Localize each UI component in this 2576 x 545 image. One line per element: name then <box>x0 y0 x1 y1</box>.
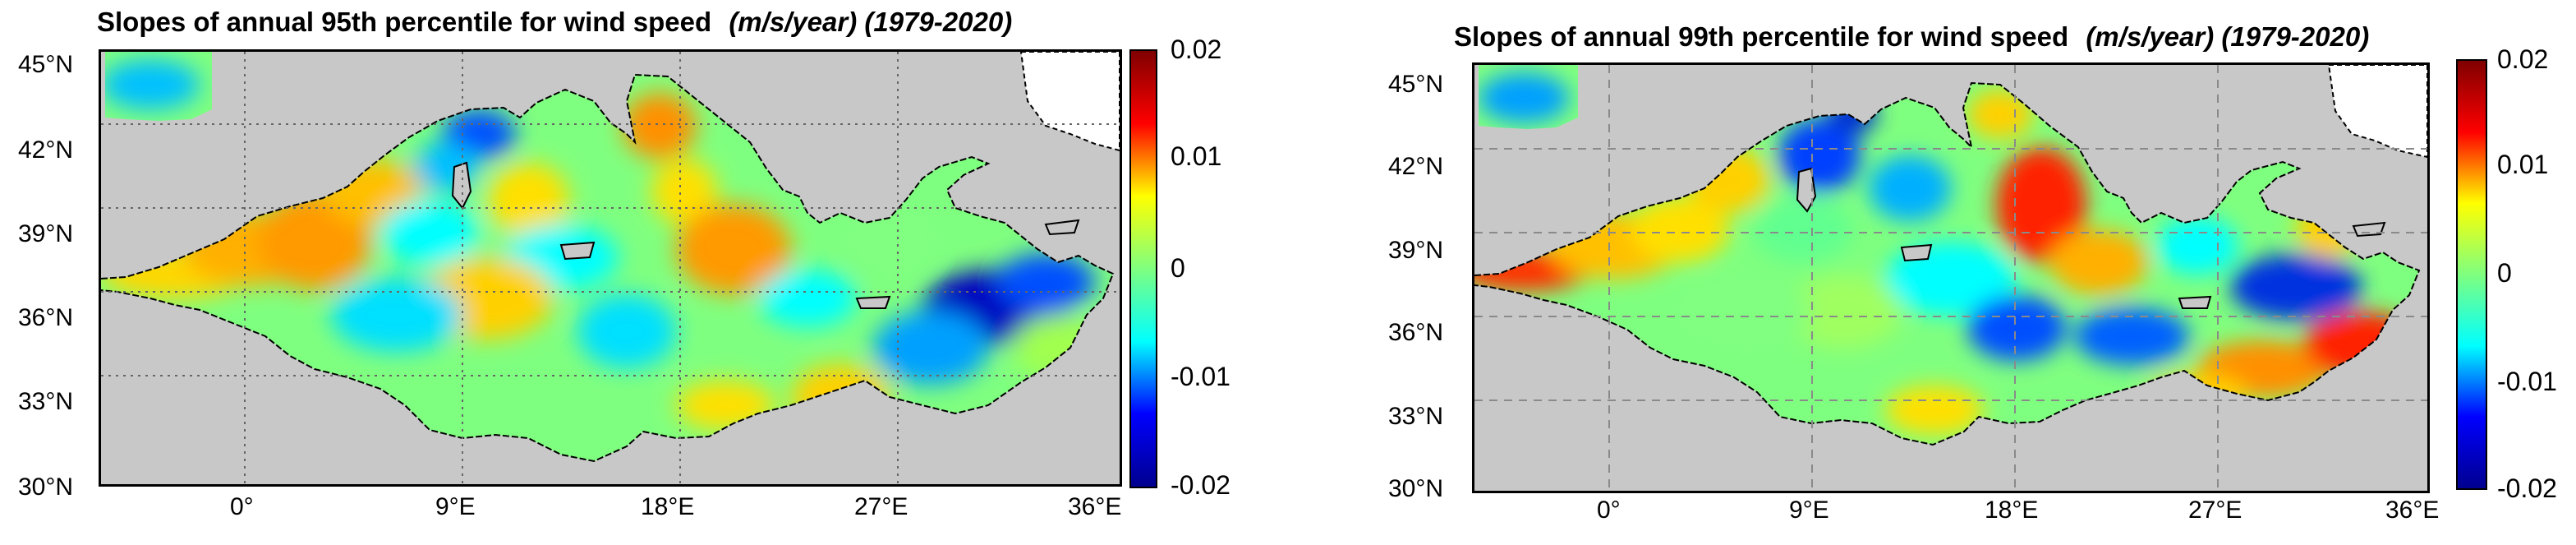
lon-tick: 0° <box>1597 497 1621 524</box>
title-text: Slopes of annual 95th percentile for win… <box>97 7 712 37</box>
title-units: (m/s/year) (1979-2020) <box>2086 21 2370 52</box>
lat-tick: 33°N <box>18 388 74 415</box>
colorbar-tick: 0.01 <box>2497 150 2549 179</box>
lon-tick: 27°E <box>2188 497 2242 524</box>
lat-tick: 39°N <box>1388 237 1444 264</box>
panel-title: Slopes of annual 95th percentile for win… <box>97 7 1012 38</box>
lat-tick: 36°N <box>18 304 74 331</box>
lat-tick: 45°N <box>18 51 74 78</box>
lat-tick: 30°N <box>18 473 74 501</box>
lon-tick: 36°E <box>1068 493 1122 520</box>
colorbar-tick: -0.01 <box>1171 362 1230 391</box>
lon-tick: 18°E <box>1985 497 2039 524</box>
colorbar-tick: 0.02 <box>2497 44 2549 74</box>
title-units: (m/s/year) (1979-2020) <box>729 7 1013 37</box>
colorbar-tick: -0.01 <box>2497 367 2557 396</box>
lat-tick: 36°N <box>1388 319 1444 346</box>
title-text: Slopes of annual 99th percentile for win… <box>1454 21 2069 52</box>
lon-tick: 9°E <box>435 493 476 520</box>
colorbar-tick: -0.02 <box>2497 473 2557 503</box>
crete <box>855 295 891 309</box>
lon-tick: 0° <box>230 493 254 520</box>
sicily <box>1900 243 1933 262</box>
lon-tick: 18°E <box>641 493 695 520</box>
colorbar-tick: 0.01 <box>1171 141 1222 171</box>
black-sea <box>1019 52 1120 152</box>
lat-tick: 30°N <box>1388 475 1444 502</box>
map-frame <box>1472 62 2430 493</box>
colorbar <box>2456 59 2487 490</box>
gridlines <box>1474 65 2427 491</box>
colorbar-tick: 0 <box>2497 258 2512 288</box>
map-frame <box>99 49 1122 487</box>
slope-field-map <box>1474 65 2427 491</box>
black-sea <box>2327 65 2427 159</box>
gridlines <box>101 52 1120 484</box>
lat-tick: 45°N <box>1388 71 1444 98</box>
colorbar <box>1129 49 1157 488</box>
colorbar-tick: 0.02 <box>1171 35 1222 64</box>
colorbar-tick: -0.02 <box>1171 470 1230 500</box>
lat-tick: 33°N <box>1388 403 1444 430</box>
cyprus <box>2352 221 2386 238</box>
colorbar-tick: 0 <box>1171 253 1185 283</box>
lon-tick: 9°E <box>1789 497 1829 524</box>
sicily <box>559 241 596 261</box>
slope-field-map <box>101 52 1120 484</box>
crete <box>2178 295 2212 309</box>
lon-tick: 27°E <box>854 493 908 520</box>
lat-tick: 39°N <box>18 220 74 247</box>
lat-tick: 42°N <box>1388 153 1444 180</box>
lon-tick: 36°E <box>2385 497 2440 524</box>
lat-tick: 42°N <box>18 136 74 164</box>
cyprus <box>1044 219 1080 236</box>
panel-title: Slopes of annual 99th percentile for win… <box>1454 21 2369 53</box>
